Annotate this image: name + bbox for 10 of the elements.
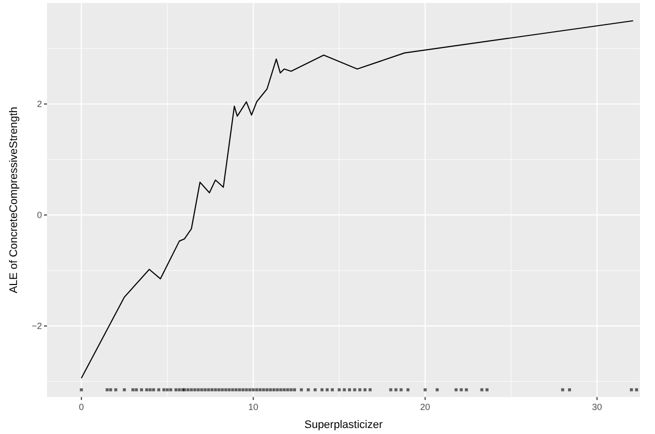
x-tick-label: 20	[420, 402, 430, 412]
y-tick-label: −2	[32, 320, 42, 331]
y-axis-title: ALE of ConcreteCompressiveStrength	[8, 106, 20, 294]
x-tick-label: 0	[78, 402, 84, 412]
y-tick-label: 0	[36, 210, 42, 220]
line-series	[80, 20, 634, 379]
x-tick-label: 30	[592, 402, 602, 412]
x-axis-title: Superplasticizer	[304, 419, 383, 431]
x-tick-label: 10	[248, 402, 258, 412]
y-tick-label: 2	[36, 98, 42, 109]
